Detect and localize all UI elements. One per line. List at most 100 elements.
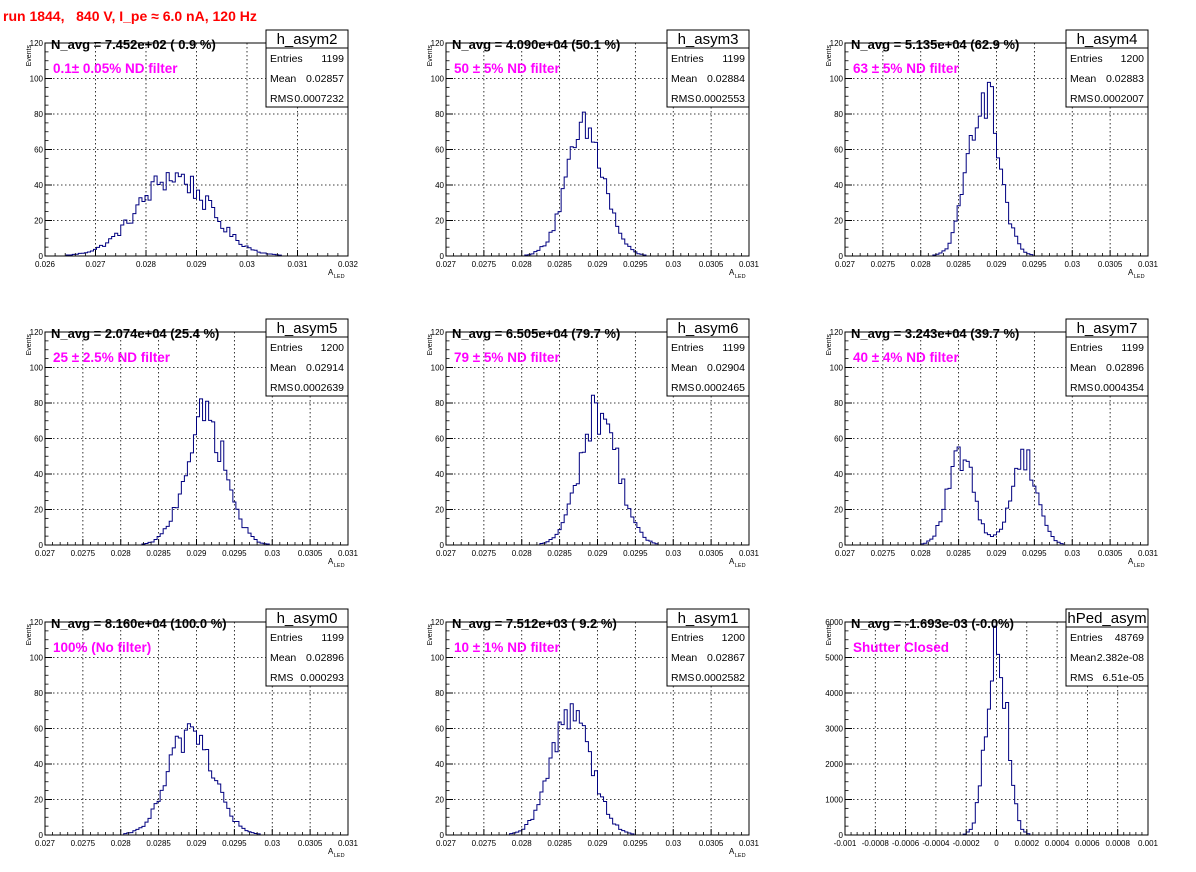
x-tick-label: 0.028 [136,260,157,269]
x-axis-label: ALED [729,268,746,280]
x-tick-label: 0.03 [1064,260,1080,269]
stats-label: RMS [671,93,694,105]
histogram-name: h_asym6 [678,320,739,337]
x-tick-label: 0.0285 [146,839,171,848]
x-axis-label-main: A [1128,557,1134,566]
y-tick-label: 120 [30,618,44,627]
stats-box [265,318,349,397]
x-axis-label-main: A [729,557,735,566]
x-tick-label: 0.028 [111,839,132,848]
x-axis-label-main: A [729,268,735,277]
y-tick-label: 40 [34,181,43,190]
x-axis-label-sub: LED [735,563,746,569]
filter-annotation: 63 ± 5% ND filter [853,61,959,76]
y-tick-label: 40 [34,760,43,769]
x-tick-label: 0.03 [665,839,681,848]
x-tick-label: 0.0285 [146,549,171,558]
filter-annotation: 10 ± 1% ND filter [454,640,560,655]
x-tick-label: 0.027 [35,549,56,558]
x-axis-label: ALED [328,268,345,280]
y-tick-label: 80 [435,399,444,408]
x-tick-label: 0.0295 [222,549,247,558]
stats-value: 0.02883 [1106,73,1144,85]
x-tick-label: 0.031 [739,839,760,848]
stats-value: 1199 [321,632,344,644]
x-tick-label: 0.031 [338,839,359,848]
x-tick-label: 0.0275 [472,549,497,558]
x-tick-label: 0.0295 [1022,260,1047,269]
stats-label: Entries [671,53,704,65]
x-tick-label: 0.0002 [1015,839,1040,848]
stats-value: 0.0002582 [695,672,745,684]
navg-label: N_avg = 2.074e+04 (25.4 %) [51,326,219,341]
x-tick-label: 0.027 [835,549,856,558]
x-tick-label: 0.031 [739,260,760,269]
run-title: run 1844, 840 V, I_pe ≈ 6.0 nA, 120 Hz [3,8,257,24]
x-tick-label: 0.0305 [1098,549,1123,558]
x-axis-label: ALED [328,557,345,569]
stats-label: Entries [270,342,303,354]
filter-annotation: 40 ± 4% ND filter [853,350,959,365]
x-tick-label: 0.03 [264,839,280,848]
y-tick-label: 3000 [825,725,843,734]
y-tick-label: 100 [30,654,44,663]
x-axis-label: ALED [729,557,746,569]
x-tick-label: 0.031 [1138,260,1159,269]
stats-label: Entries [671,632,704,644]
stats-value: 0.0002007 [1094,93,1144,105]
stats-label: Mean [671,362,697,374]
y-tick-label: 80 [834,110,843,119]
y-tick-label: 20 [435,217,444,226]
stats-value: 48769 [1115,632,1144,644]
y-tick-label: 100 [30,364,44,373]
y-axis-label: Events [427,45,434,67]
y-tick-label: 4000 [825,689,843,698]
y-tick-label: 0 [39,831,44,840]
x-tick-label: 0.03 [1064,549,1080,558]
x-axis-label-main: A [328,557,334,566]
histogram-name: h_asym1 [678,610,739,627]
stats-label: Entries [671,342,704,354]
stats-label: Mean [1070,362,1096,374]
stats-value: 2.382e-08 [1097,652,1144,664]
x-tick-label: 0.03 [264,549,280,558]
y-tick-label: 120 [830,328,844,337]
x-tick-label: 0.0004 [1045,839,1070,848]
y-tick-label: 80 [34,689,43,698]
x-axis-label-sub: LED [1134,274,1145,280]
filter-annotation: 100% (No filter) [53,640,151,655]
stats-value: 0.02904 [707,362,745,374]
stats-value: 0.02857 [306,73,344,85]
y-tick-label: 0 [839,831,844,840]
stats-value: 1199 [1121,342,1144,354]
y-axis-label: Events [826,624,833,646]
navg-label: N_avg = 4.090e+04 (50.1 %) [452,37,620,52]
histogram-panel: 0.027 0.0275 0.028 0.0285 0.029 0.0295 0.03 0.0… [26,318,359,569]
histogram-line [845,446,1148,546]
x-tick-label: 0.031 [739,549,760,558]
y-tick-label: 120 [830,39,844,48]
y-tick-label: 60 [435,146,444,155]
stats-value: 0.02896 [1106,362,1144,374]
stats-value: 1200 [722,632,746,644]
histogram-panel: 0.027 0.0275 0.028 0.0285 0.029 0.0295 0.03 0.0… [427,608,760,859]
x-tick-label: 0.031 [1138,549,1159,558]
x-tick-label: -0.0004 [922,839,950,848]
y-tick-label: 0 [39,252,44,261]
x-tick-label: 0.0275 [71,549,96,558]
y-axis-label: Events [826,45,833,67]
y-tick-label: 40 [834,470,843,479]
y-tick-label: 120 [30,328,44,337]
x-tick-label: 0.0275 [871,260,896,269]
stats-label: Mean [1070,73,1096,85]
stats-value: 1199 [321,53,344,65]
stats-value: 1199 [722,53,745,65]
y-tick-label: 6000 [825,618,843,627]
stats-label: Mean [270,73,296,85]
x-tick-label: 0.028 [111,549,132,558]
y-tick-label: 0 [440,252,445,261]
stats-box [666,318,750,397]
histogram-name: h_asym5 [277,320,338,337]
x-axis-label-sub: LED [334,274,345,280]
stats-label: Entries [270,53,303,65]
